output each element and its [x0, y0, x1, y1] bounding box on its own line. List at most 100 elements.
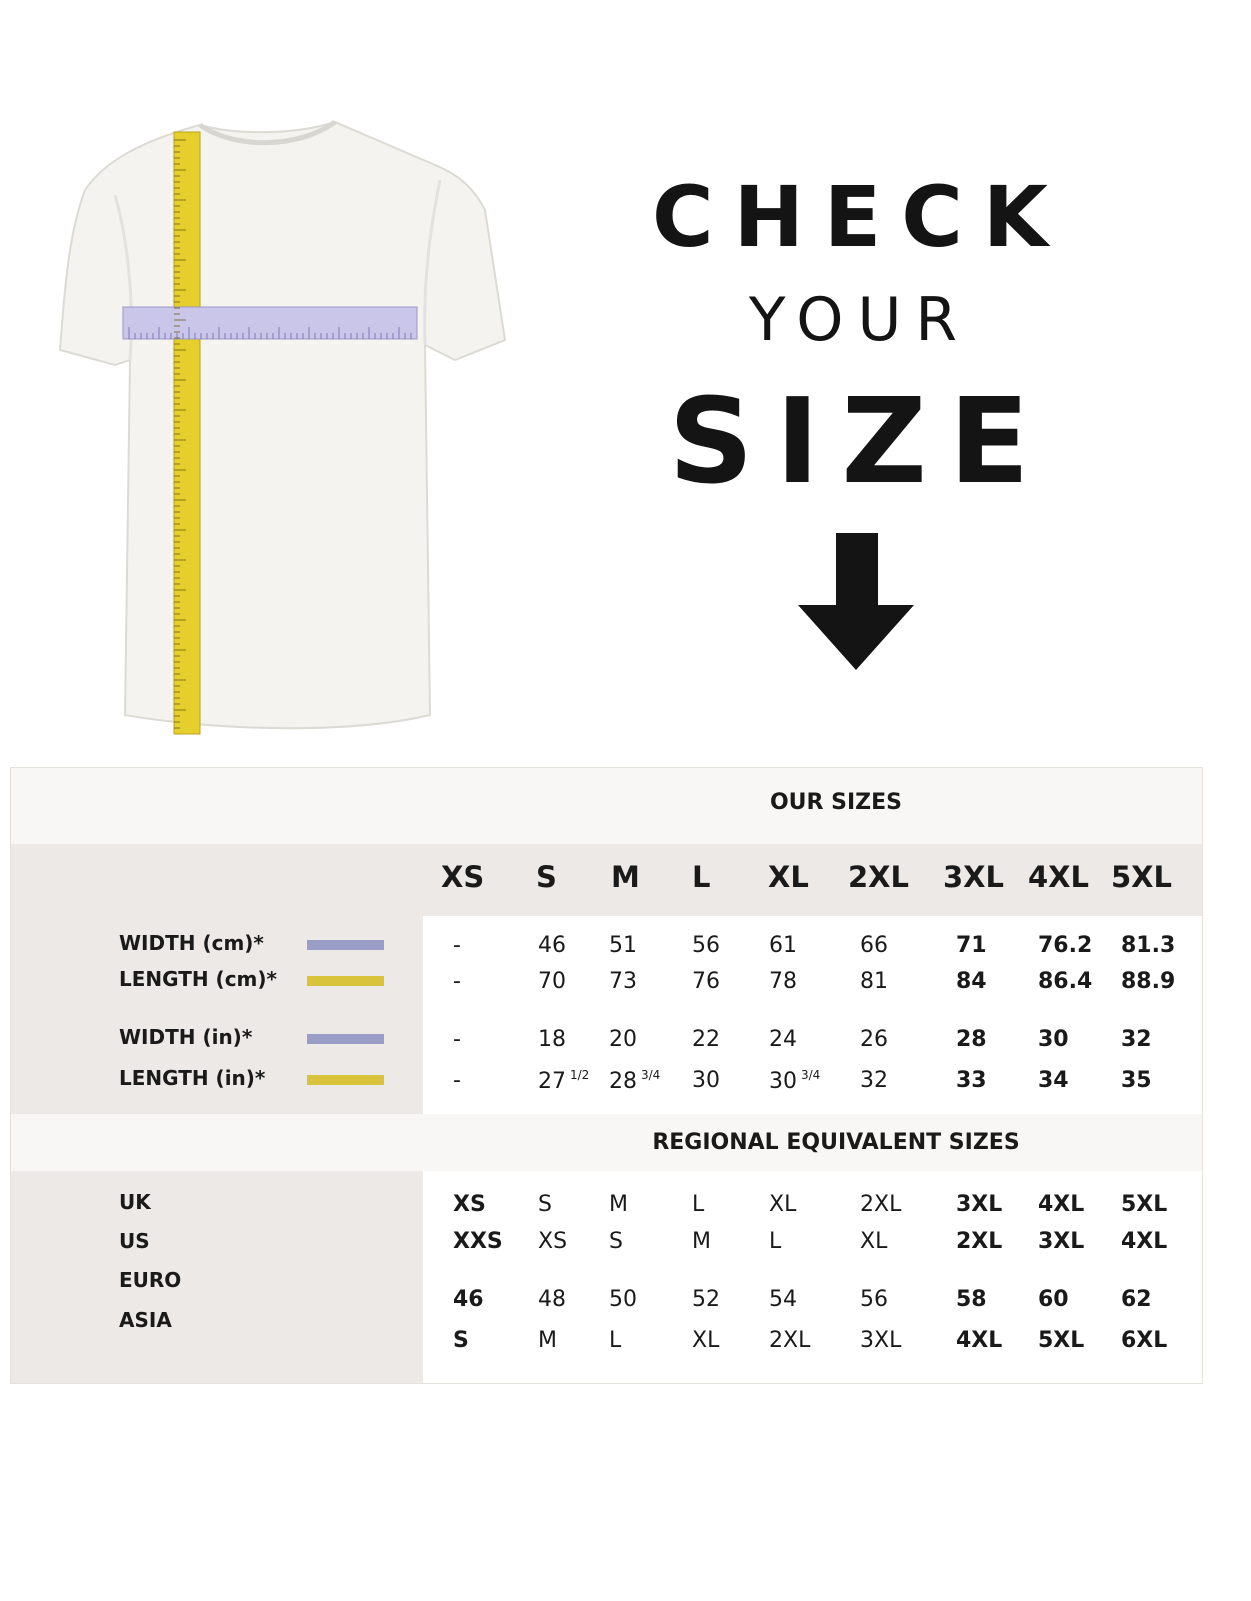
regional-size-cell: 4XL: [1038, 1192, 1085, 1217]
size-header-3xl: 3XL: [943, 860, 1005, 894]
regional-size-cell: 56: [860, 1287, 888, 1312]
regional-size-cell: L: [609, 1328, 622, 1353]
measurement-cell: 70: [538, 969, 566, 994]
regional-size-cell: M: [538, 1328, 557, 1353]
measurement-cell: -: [453, 969, 461, 994]
measurement-cell: 51: [609, 933, 637, 958]
measurement-cell: 73: [609, 969, 637, 994]
regional-size-cell: 5XL: [1121, 1192, 1168, 1217]
size-header-l: L: [692, 860, 711, 894]
our-sizes-header-band: [11, 768, 1202, 844]
regional-size-cell: 48: [538, 1287, 566, 1312]
region-label-asia: ASIA: [119, 1308, 172, 1332]
measurement-cell: 22: [692, 1027, 720, 1052]
measurement-label: LENGTH (in)*: [119, 1066, 266, 1090]
regional-size-cell: 3XL: [956, 1192, 1003, 1217]
regional-size-cell: 58: [956, 1287, 987, 1312]
regional-size-cell: 3XL: [860, 1328, 902, 1353]
regional-size-cell: S: [609, 1229, 623, 1254]
measurement-cell: 46: [538, 933, 566, 958]
length-tape: [173, 131, 201, 735]
regional-panel: [423, 1171, 1202, 1383]
regional-size-cell: L: [692, 1192, 705, 1217]
regional-size-cell: 6XL: [1121, 1328, 1168, 1353]
size-chart-table: OUR SIZES REGIONAL EQUIVALENT SIZES XS S M…: [10, 767, 1203, 1384]
headline-size: SIZE: [668, 372, 1052, 510]
regional-size-cell: XL: [769, 1192, 797, 1217]
measurement-cell: 81: [860, 969, 888, 994]
measurement-cell: 28: [956, 1027, 987, 1052]
size-header-2xl: 2XL: [848, 860, 910, 894]
regional-size-cell: M: [609, 1192, 628, 1217]
measurement-cell: 84: [956, 969, 987, 994]
regional-title: REGIONAL EQUIVALENT SIZES: [652, 1130, 1020, 1155]
measurement-cell: 81.3: [1121, 933, 1176, 958]
measurement-cell: -: [453, 933, 461, 958]
regional-size-cell: 3XL: [1038, 1229, 1085, 1254]
regional-header-band: [11, 1114, 1202, 1171]
size-header-xl: XL: [768, 860, 809, 894]
size-header-xs: XS: [441, 860, 485, 894]
measurement-cell: 26: [860, 1027, 888, 1052]
measurement-cell: 56: [692, 933, 720, 958]
measurement-cell: 20: [609, 1027, 637, 1052]
size-header-s: S: [536, 860, 557, 894]
regional-size-cell: M: [692, 1229, 711, 1254]
width-tape-swatch: [307, 940, 384, 950]
measurement-cell: 66: [860, 933, 888, 958]
regional-size-cell: S: [538, 1192, 552, 1217]
measurements-panel: [423, 916, 1202, 1114]
regional-size-cell: 5XL: [1038, 1328, 1085, 1353]
size-header-5xl: 5XL: [1111, 860, 1173, 894]
headline-your: YOUR: [748, 285, 972, 355]
measurement-label: WIDTH (cm)*: [119, 931, 264, 955]
measurement-cell: 61: [769, 933, 797, 958]
size-header-4xl: 4XL: [1028, 860, 1090, 894]
our-sizes-title: OUR SIZES: [769, 790, 903, 815]
measurement-cell: 32: [860, 1068, 888, 1093]
regional-size-cell: 62: [1121, 1287, 1152, 1312]
measurement-cell: 35: [1121, 1068, 1152, 1093]
regional-size-cell: 52: [692, 1287, 720, 1312]
measurement-cell: 27 1/2: [538, 1068, 590, 1094]
measurement-cell: 28 3/4: [609, 1068, 661, 1094]
regional-size-cell: 60: [1038, 1287, 1069, 1312]
width-tape: [122, 306, 418, 340]
regional-size-cell: XXS: [453, 1229, 503, 1254]
regional-size-cell: 2XL: [956, 1229, 1003, 1254]
regional-size-cell: XL: [860, 1229, 888, 1254]
regional-size-cell: XS: [453, 1192, 486, 1217]
regional-size-cell: XL: [692, 1328, 720, 1353]
measurement-cell: 30: [692, 1068, 720, 1093]
regional-size-cell: L: [769, 1229, 782, 1254]
measurement-label: WIDTH (in)*: [119, 1025, 253, 1049]
regional-size-cell: 46: [453, 1287, 484, 1312]
size-header-m: M: [611, 860, 640, 894]
measurement-cell: 34: [1038, 1068, 1069, 1093]
regional-size-cell: 2XL: [769, 1328, 811, 1353]
measurement-cell: 88.9: [1121, 969, 1176, 994]
measurement-cell: 18: [538, 1027, 566, 1052]
region-label-euro: EURO: [119, 1268, 182, 1292]
arrow-down-icon: [798, 533, 914, 670]
tshirt-image: [58, 119, 507, 735]
regional-size-cell: XS: [538, 1229, 568, 1254]
length-tape-swatch: [307, 976, 384, 986]
measurement-label: LENGTH (cm)*: [119, 967, 277, 991]
width-tape-swatch: [307, 1034, 384, 1044]
measurement-cell: 30: [1038, 1027, 1069, 1052]
measurement-cell: 33: [956, 1068, 987, 1093]
regional-size-cell: 4XL: [1121, 1229, 1168, 1254]
regional-size-cell: 2XL: [860, 1192, 902, 1217]
measurement-cell: 78: [769, 969, 797, 994]
regional-size-cell: 54: [769, 1287, 797, 1312]
measurement-cell: 32: [1121, 1027, 1152, 1052]
measurement-cell: 76.2: [1038, 933, 1093, 958]
regional-size-cell: 50: [609, 1287, 637, 1312]
headline-check: CHECK: [651, 168, 1069, 266]
measurement-cell: 24: [769, 1027, 797, 1052]
regional-size-cell: 4XL: [956, 1328, 1003, 1353]
measurement-cell: -: [453, 1027, 461, 1052]
region-label-uk: UK: [119, 1190, 151, 1214]
measurement-cell: -: [453, 1068, 461, 1093]
